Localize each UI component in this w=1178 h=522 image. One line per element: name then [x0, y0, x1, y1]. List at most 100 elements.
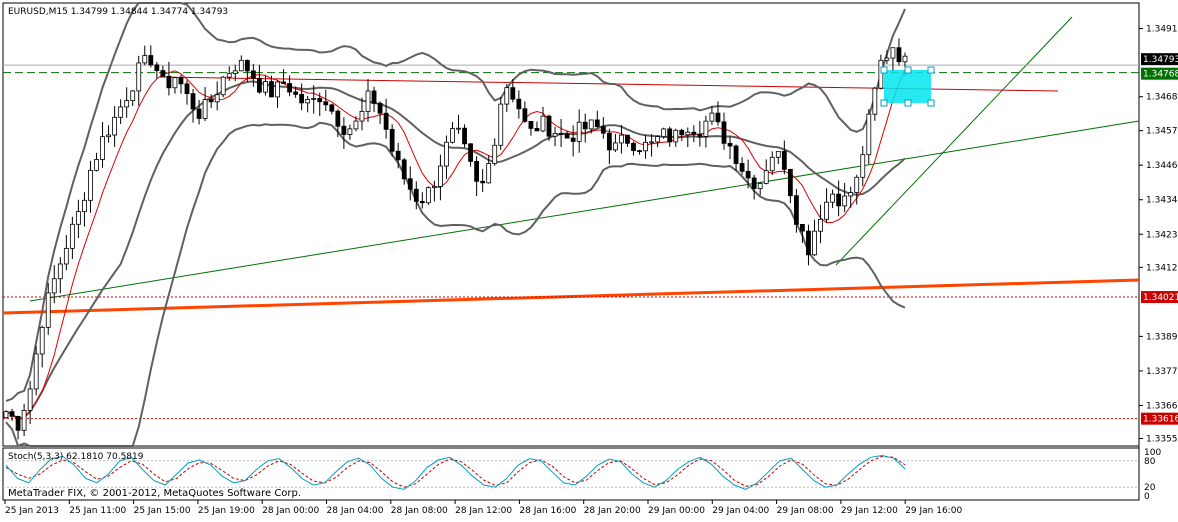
green-trendline-steep[interactable]	[835, 16, 1073, 266]
candle	[721, 112, 727, 150]
candle-body-bull	[130, 90, 136, 101]
candle-body-bull	[860, 154, 866, 178]
candle	[727, 136, 733, 160]
candle-body-bull	[848, 192, 854, 197]
candle	[154, 61, 160, 79]
candle-body-bear	[558, 133, 564, 135]
stoch-axis-label: 0	[1144, 492, 1150, 502]
candle	[250, 64, 256, 87]
candle-body-bear	[787, 168, 793, 197]
candle	[872, 86, 878, 121]
candle-body-bull	[39, 326, 45, 355]
candle	[257, 64, 262, 94]
x-tick-label: 29 Jan 00:00	[648, 506, 705, 516]
candle	[202, 87, 208, 122]
candle-body-bear	[15, 415, 21, 431]
candle-body-bull	[769, 156, 775, 172]
candle-body-bear	[371, 90, 377, 104]
candle	[860, 146, 866, 187]
candle	[444, 135, 449, 179]
candle-body-bull	[842, 195, 848, 207]
x-tick-label: 29 Jan 08:00	[777, 506, 834, 516]
candle	[335, 109, 341, 138]
candle	[9, 408, 15, 421]
price-tag-bg	[1141, 53, 1178, 66]
main-pane[interactable]	[2, 2, 1140, 447]
candle-body-bull	[232, 70, 238, 75]
candle	[806, 224, 811, 266]
candle	[606, 128, 612, 165]
stoch-axis-label: 80	[1144, 457, 1156, 467]
candle-body-bull	[69, 223, 75, 249]
candle	[166, 61, 172, 96]
x-tick-label: 29 Jan 12:00	[841, 506, 898, 516]
candle-body-bull	[492, 144, 498, 164]
candle-body-bull	[305, 99, 311, 104]
candle	[824, 188, 829, 223]
candle	[395, 142, 401, 169]
candle	[558, 118, 564, 147]
candle-body-bear	[600, 126, 606, 134]
x-tick-label: 28 Jan 20:00	[584, 506, 641, 516]
candle-body-bull	[486, 163, 492, 184]
candle	[347, 124, 353, 140]
candle	[76, 199, 81, 239]
candle	[492, 138, 498, 166]
candle-body-bull	[588, 119, 594, 130]
candle-body-bear	[896, 47, 902, 63]
candle-body-bull	[818, 218, 823, 232]
candle-body-bull	[353, 120, 359, 130]
candle	[612, 134, 618, 153]
candle-body-bull	[824, 201, 829, 220]
watermark-text: MetaTrader FIX, © 2001-2012, MetaQuotes …	[8, 488, 301, 499]
candle	[100, 122, 105, 168]
candle	[190, 89, 196, 123]
candle-body-bear	[196, 108, 202, 119]
candle	[715, 101, 721, 126]
highlight-rectangle[interactable]	[880, 66, 935, 107]
candle-body-bear	[625, 134, 630, 144]
candle-body-bull	[884, 57, 890, 61]
stoch-axis-label: 100	[1144, 448, 1161, 458]
candle-body-bear	[739, 163, 745, 172]
candle-body-bear	[184, 83, 190, 94]
candle	[269, 75, 274, 98]
candle-body-bull	[76, 211, 81, 225]
candle-body-bull	[359, 111, 365, 122]
candle	[136, 55, 142, 106]
x-tick-label: 28 Jan 00:00	[262, 506, 319, 516]
price-tag-text: 1.33616	[1143, 415, 1178, 425]
candle-body-bull	[202, 99, 208, 119]
candle-body-bear	[836, 193, 842, 207]
candle	[263, 75, 268, 96]
y-tick-label: 1.34688	[1146, 93, 1178, 103]
candle-body-bull	[552, 133, 558, 137]
candle-body-bear	[715, 112, 721, 123]
candle-body-bull	[878, 59, 884, 89]
candle	[51, 265, 57, 304]
candle-body-bear	[546, 115, 552, 137]
candle	[15, 415, 21, 440]
candle-body-bull	[226, 73, 232, 78]
candle-body-bear	[383, 112, 389, 130]
candle	[812, 219, 817, 257]
candle-body-bear	[389, 128, 395, 152]
green-trendline-long[interactable]	[29, 120, 1140, 302]
candle	[763, 159, 769, 185]
candle-body-bear	[468, 143, 473, 162]
candle-body-bull	[112, 116, 118, 136]
candle	[775, 150, 781, 165]
candle-body-bull	[94, 159, 99, 171]
candle	[818, 204, 823, 244]
candle-body-bull	[685, 131, 691, 136]
candle-body-bull	[763, 170, 769, 184]
candle	[757, 181, 763, 196]
candle-body-bear	[244, 59, 250, 72]
candle-body-bull	[703, 120, 709, 137]
orange-support-line[interactable]	[2, 278, 1140, 315]
candle-body-bear	[395, 150, 401, 161]
stoch-pane[interactable]	[2, 447, 1140, 501]
candle-body-bull	[655, 136, 661, 143]
candle-body-bull	[275, 81, 280, 98]
